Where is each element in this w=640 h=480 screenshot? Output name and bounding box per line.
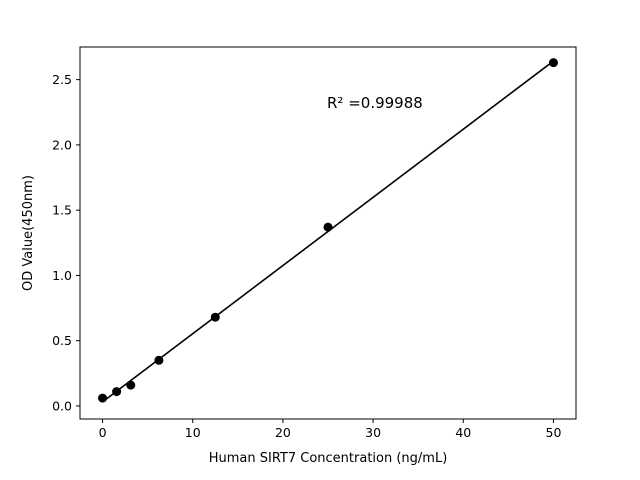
data-point bbox=[548, 58, 558, 68]
y-tick-label: 1.5 bbox=[52, 203, 72, 218]
y-tick-label: 1.0 bbox=[52, 268, 72, 283]
data-point bbox=[323, 222, 333, 232]
y-tick-label: 2.0 bbox=[52, 137, 72, 152]
data-point bbox=[126, 380, 136, 390]
y-tick-label: 0.5 bbox=[52, 333, 72, 348]
y-axis-label: OD Value(450nm) bbox=[21, 175, 36, 291]
x-tick-label: 40 bbox=[455, 425, 471, 440]
plot-area: 0 10 20 30 40 50 0.0 0.5 1.0 1.5 2.0 2.5 bbox=[52, 46, 577, 440]
data-point bbox=[98, 393, 108, 403]
data-point bbox=[112, 387, 122, 397]
x-axis-label: Human SIRT7 Concentration (ng/mL) bbox=[209, 451, 448, 466]
y-tick-label: 0.0 bbox=[52, 398, 72, 413]
data-point bbox=[154, 355, 164, 365]
r-squared-annotation: R² =0.99988 bbox=[327, 94, 423, 112]
x-tick-label: 0 bbox=[99, 425, 107, 440]
x-tick-label: 30 bbox=[365, 425, 381, 440]
plot-border bbox=[79, 46, 577, 420]
x-tick-label: 50 bbox=[546, 425, 562, 440]
x-tick-label: 10 bbox=[185, 425, 201, 440]
data-point bbox=[210, 312, 220, 322]
y-tick-label: 2.5 bbox=[52, 72, 72, 87]
x-tick-label: 20 bbox=[275, 425, 291, 440]
